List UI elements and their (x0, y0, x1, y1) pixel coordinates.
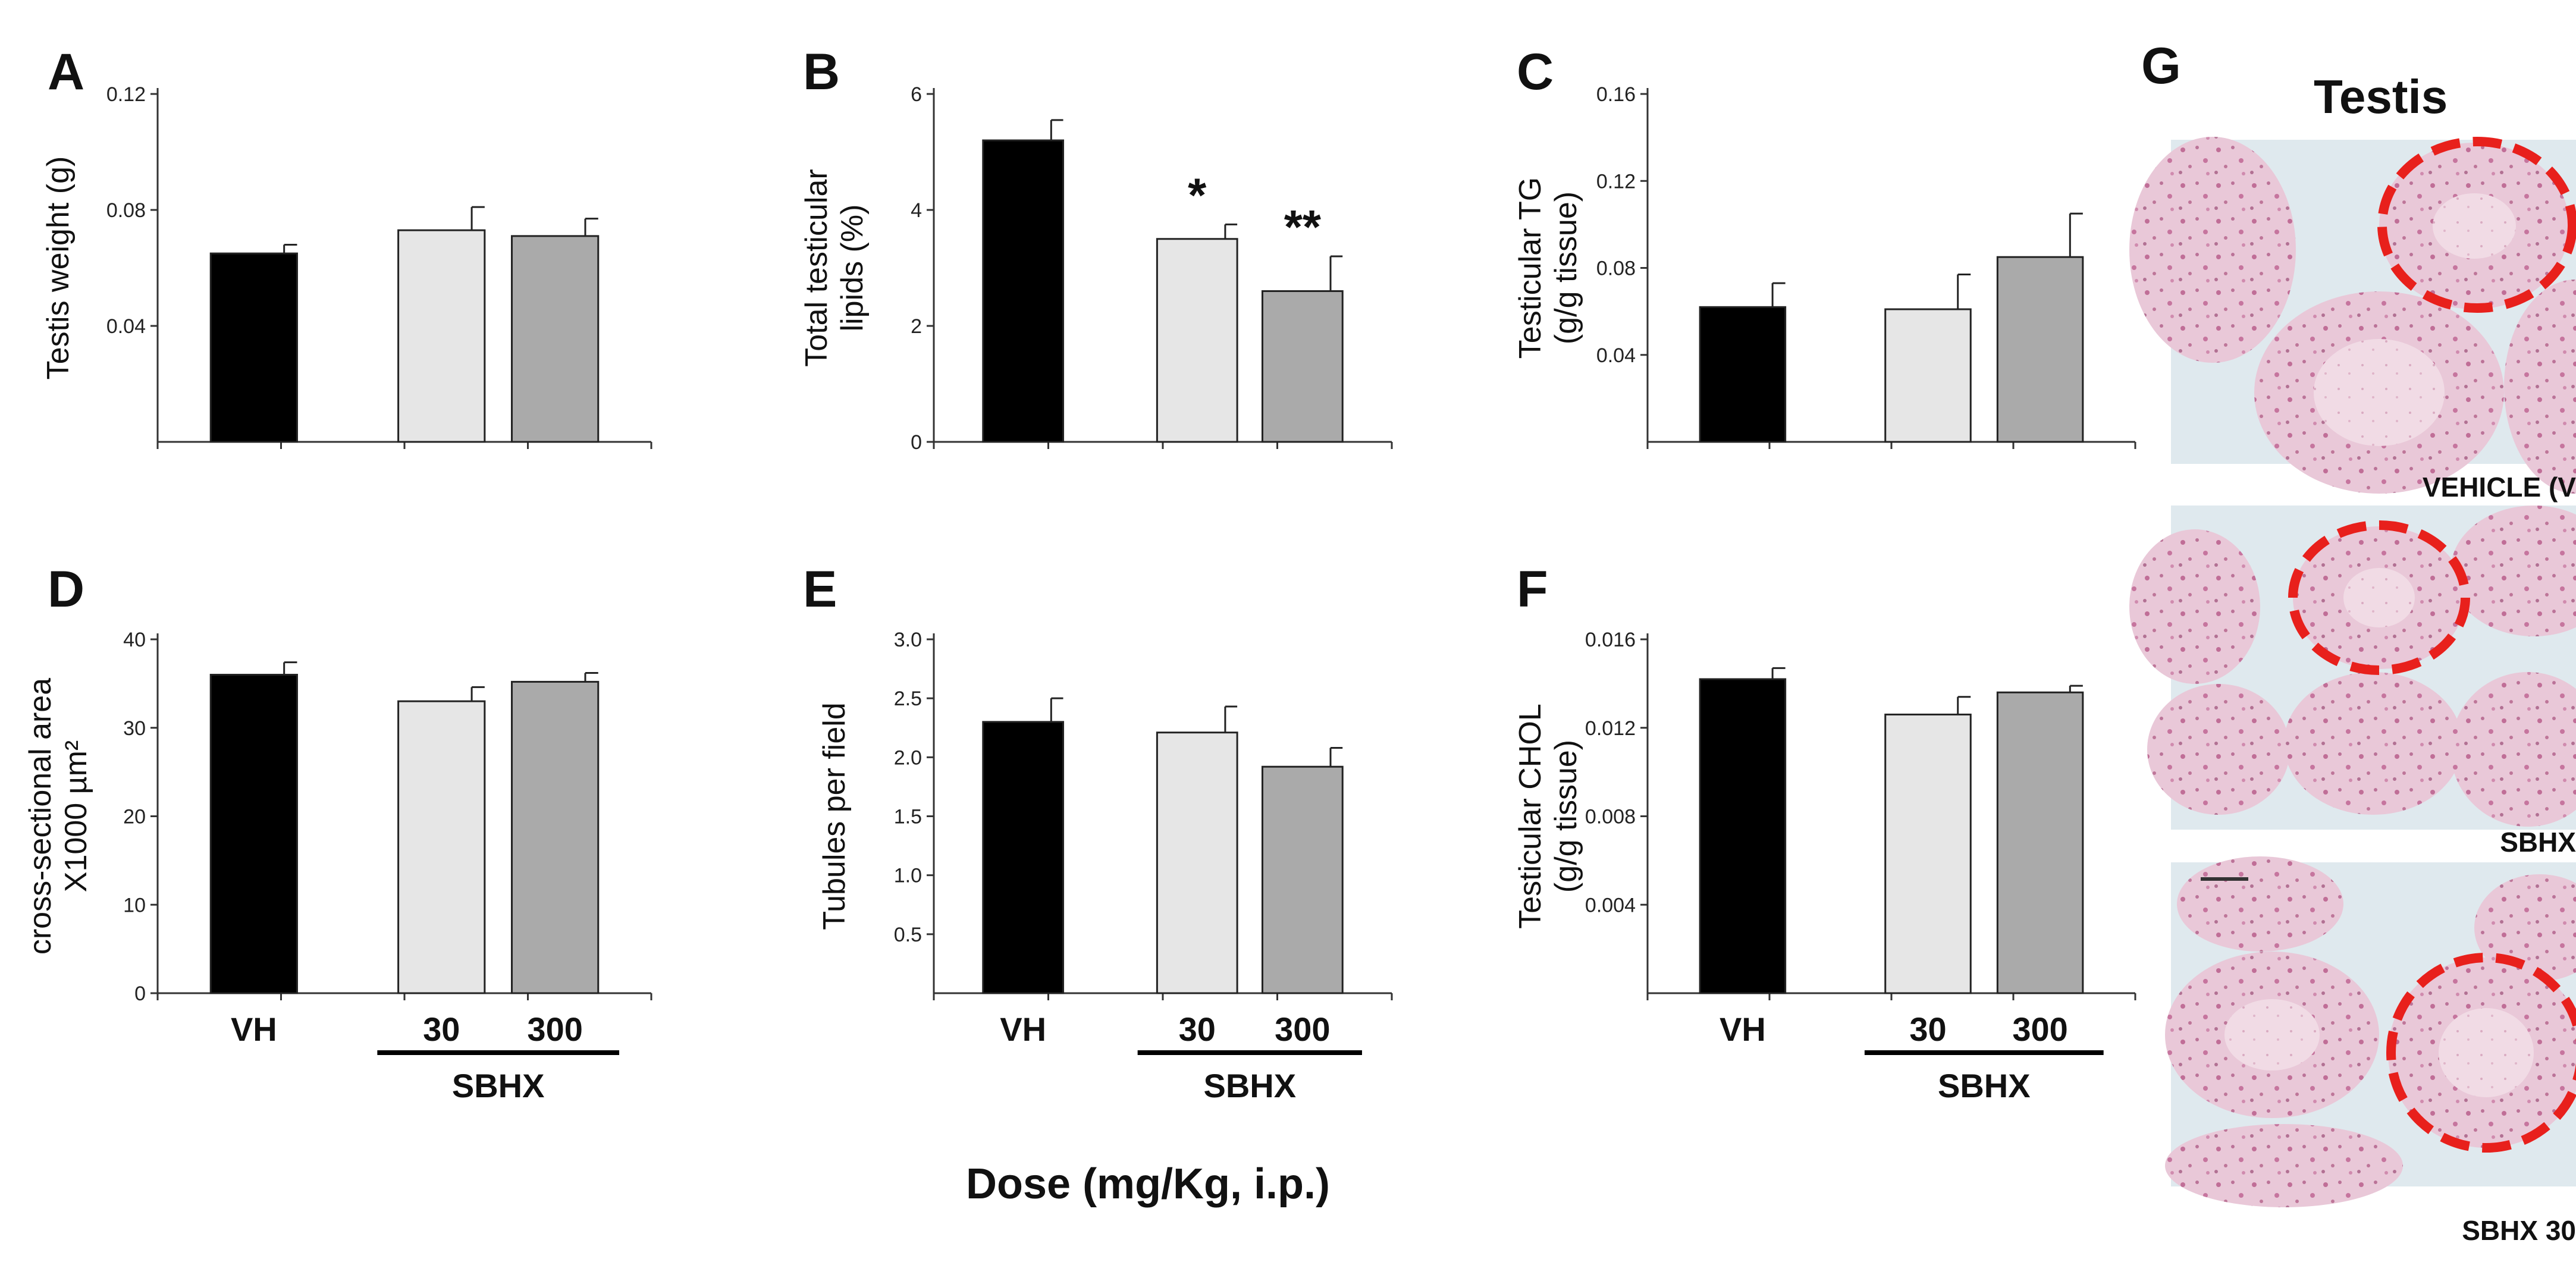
y-axis-label: X1000 µm² (59, 740, 93, 892)
bar-dose-300 (1996, 256, 2084, 443)
bar-dose-30 (1156, 238, 1238, 443)
significance-marker: * (1188, 168, 1207, 221)
scale-bar (2201, 877, 2248, 881)
significance-marker: ** (1284, 200, 1322, 253)
y-axis-label: Testicular CHOL (1513, 704, 1548, 929)
x-category-label: VH (231, 1010, 277, 1048)
y-tick-label: 0.12 (106, 83, 146, 106)
group-label: SBHX (1938, 1067, 2031, 1104)
y-tick-label: 6 (911, 83, 922, 106)
panel-letter: C (1517, 43, 1554, 101)
y-tick-label: 1.5 (894, 806, 922, 828)
bar-dose-30 (1884, 713, 1972, 994)
y-axis-label: cross-sectional area (23, 678, 58, 955)
highlighted-tubule-sbhx-30 (2288, 520, 2470, 675)
histology-caption-sbhx-30: SBHX (2500, 827, 2576, 858)
y-axis-label: (g/g tissue) (1549, 740, 1583, 893)
y-tick-label: 0 (134, 982, 146, 1005)
y-tick-label: 0.08 (106, 199, 146, 222)
panel-C-chart: C 0.04 0.08 0.12 0.16 Testicular TG (g/g tissu… (1513, 43, 2136, 449)
panel-G-letter: G (2141, 37, 2181, 95)
histology-caption-vehicle: VEHICLE (V (2423, 472, 2576, 503)
y-tick-label: 0.008 (1585, 806, 1636, 828)
group-label: SBHX (452, 1067, 545, 1104)
bar-vh (1699, 306, 1787, 443)
x-category-label: 30 (1909, 1010, 1946, 1048)
x-category-label: 300 (1275, 1010, 1330, 1048)
y-axis-label: lipids (%) (835, 205, 870, 332)
histology-title: Testis (2314, 70, 2448, 123)
panel-letter: A (48, 43, 84, 101)
x-category-label: 30 (1179, 1010, 1216, 1048)
highlighted-tubule-sbhx-300 (2386, 953, 2576, 1153)
bar-dose-300 (511, 235, 600, 443)
y-tick-label: 3.0 (894, 629, 922, 651)
panel-E-chart: E 0.5 1.0 1.5 2.0 2.5 3.0 Tubules per field VH 30… (803, 561, 1393, 1104)
bar-dose-300 (1261, 765, 1344, 994)
x-category-label: VH (1000, 1010, 1046, 1048)
bar-vh (1699, 678, 1787, 994)
y-tick-label: 0 (911, 431, 922, 454)
panel-letter: F (1517, 561, 1548, 618)
x-category-label: 300 (2012, 1010, 2067, 1048)
panel-letter: E (803, 561, 837, 618)
y-axis-label: Testicular TG (1513, 177, 1548, 359)
panel-F-chart: F 0.004 0.008 0.012 0.016 Testicular CHOL (g/g… (1513, 561, 2136, 1104)
y-tick-label: 40 (123, 629, 146, 651)
highlighted-tubule-vehicle (2377, 137, 2576, 313)
y-tick-label: 10 (123, 894, 146, 916)
bar-vh (982, 139, 1065, 443)
panel-letter: D (48, 561, 84, 618)
bar-vh (982, 721, 1065, 994)
y-tick-label: 2.5 (894, 687, 922, 710)
y-tick-label: 0.012 (1585, 717, 1636, 740)
y-axis-label: Tubules per field (817, 702, 852, 930)
bar-dose-30 (397, 229, 486, 443)
y-tick-label: 30 (123, 717, 146, 740)
x-category-label: 30 (423, 1010, 460, 1048)
y-tick-label: 0.04 (1596, 344, 1636, 367)
panel-D-chart: D 0 10 20 30 40 cross-sectional area X1000 µm² V… (23, 561, 652, 1104)
x-category-label: VH (1720, 1010, 1766, 1048)
y-axis-label: Testis weight (g) (41, 156, 76, 380)
x-axis-title: Dose (mg/Kg, i.p.) (966, 1160, 1330, 1208)
y-tick-label: 2.0 (894, 746, 922, 769)
y-tick-label: 0.5 (894, 924, 922, 946)
y-tick-label: 1.0 (894, 865, 922, 887)
bar-dose-300 (1996, 691, 2084, 994)
bar-dose-30 (397, 700, 486, 994)
y-tick-label: 2 (911, 315, 922, 338)
bar-vh (209, 674, 298, 994)
y-tick-label: 4 (911, 199, 922, 222)
panel-A-chart: A 0.04 0.08 0.12 Testis weight (g) (41, 43, 652, 449)
histology-image-sbhx-30 (2129, 506, 2576, 830)
y-tick-label: 20 (123, 806, 146, 828)
group-label: SBHX (1204, 1067, 1297, 1104)
x-category-label: 300 (527, 1010, 582, 1048)
y-axis-label: (g/g tissue) (1549, 192, 1583, 344)
y-tick-label: 0.16 (1596, 83, 1636, 106)
y-tick-label: 0.016 (1585, 629, 1636, 651)
panel-G-histology: G Testis VEHICLE (V SBHX (2129, 37, 2576, 1246)
panel-letter: B (803, 43, 840, 101)
bar-dose-30 (1884, 308, 1972, 443)
histology-image-sbhx-300 (2165, 856, 2576, 1207)
y-axis-label: Total testicular (799, 169, 834, 366)
bar-dose-30 (1156, 732, 1238, 994)
y-tick-label: 0.12 (1596, 170, 1636, 193)
y-tick-label: 0.004 (1585, 894, 1636, 916)
bar-dose-300 (511, 680, 600, 994)
histology-caption-sbhx-300: SBHX 30 (2462, 1215, 2576, 1246)
bar-dose-300 (1261, 290, 1344, 443)
y-tick-label: 0.08 (1596, 258, 1636, 280)
y-tick-label: 0.04 (106, 315, 146, 338)
histology-image-vehicle (2129, 137, 2576, 494)
bar-vh (209, 252, 298, 443)
